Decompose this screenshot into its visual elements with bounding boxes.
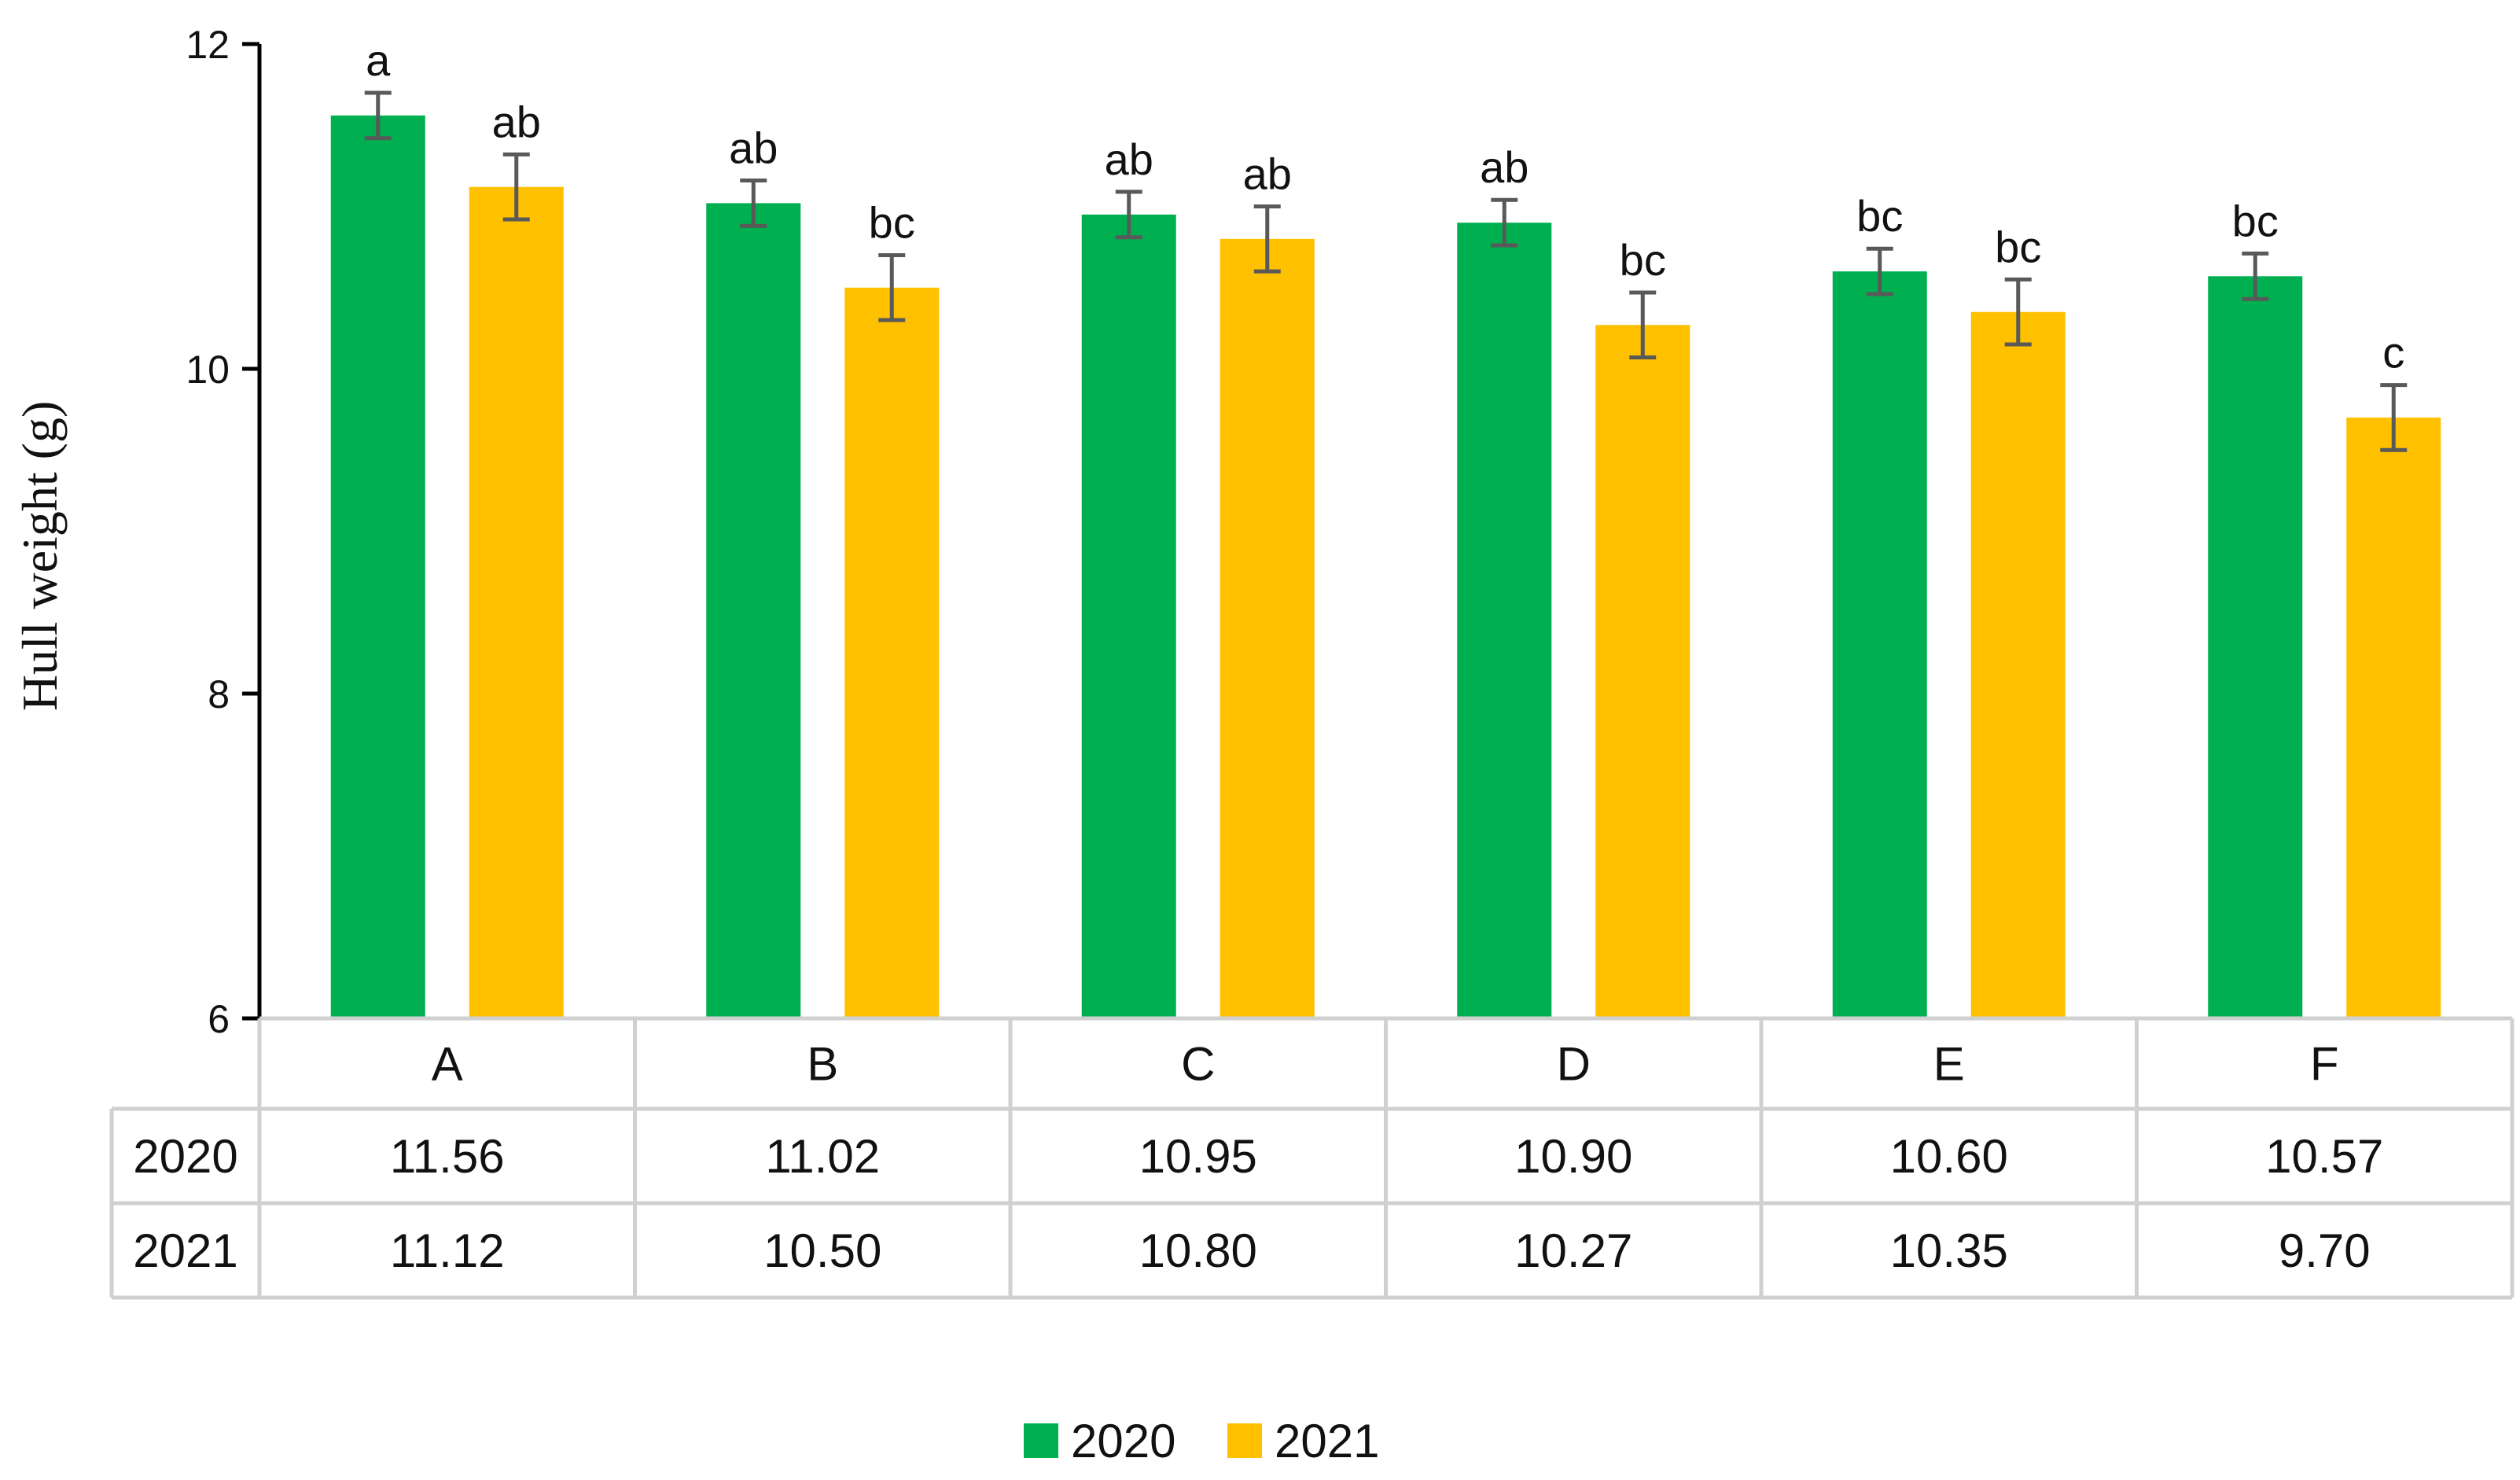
data-label: 11.02 [765, 1130, 880, 1183]
y-tick-label: 12 [186, 23, 230, 67]
significance-letter-2021-A: ab [492, 97, 541, 146]
bar-2021-B [844, 287, 940, 1018]
legend-label-2020: 2020 [1071, 1415, 1175, 1467]
data-label: 10.90 [1514, 1130, 1632, 1183]
bar-2021-A [469, 186, 564, 1019]
data-label: 10.57 [2265, 1130, 2383, 1183]
bars [330, 115, 2441, 1019]
data-table: A B C D E F 2020 11.56 11.02 10.95 10.90 10.60 10.57… [109, 1016, 2514, 1300]
x-tick-label: F [2310, 1038, 2339, 1091]
legend-swatch-2021 [1227, 1423, 1262, 1458]
data-label: 10.95 [1139, 1130, 1257, 1183]
y-axis: 6 8 10 12 [186, 23, 262, 1041]
bar-2020-F [2208, 276, 2303, 1018]
bar-2020-D [1457, 223, 1552, 1018]
significance-letter-2021-E: bc [1995, 222, 2041, 271]
legend-swatch-2020 [1024, 1423, 1058, 1458]
table-row-header: 2021 [133, 1224, 237, 1277]
y-axis-title: Hull weight (g) [12, 401, 68, 712]
data-label: 10.35 [1890, 1224, 2008, 1277]
legend-label-2021: 2021 [1275, 1415, 1379, 1467]
data-label: 11.56 [390, 1130, 505, 1183]
significance-letter-2021-C: ab [1243, 149, 1292, 199]
data-label: 10.60 [1890, 1130, 2008, 1183]
x-tick-label: C [1181, 1038, 1215, 1091]
bar-2021-E [1970, 311, 2066, 1019]
significance-letter-2021-F: c [2382, 328, 2404, 377]
bar-2020-E [1832, 271, 1927, 1019]
bar-2021-F [2346, 417, 2441, 1018]
significance-letter-2020-E: bc [1856, 191, 1903, 241]
significance-letter-2021-B: bc [869, 197, 915, 247]
table-row-header: 2020 [133, 1130, 237, 1183]
y-tick-label: 6 [208, 997, 230, 1041]
x-tick-label: B [807, 1038, 838, 1091]
x-tick-label: D [1557, 1038, 1591, 1091]
bar-2020-A [330, 115, 425, 1019]
x-tick-label: E [1933, 1038, 1965, 1091]
error-bars [364, 90, 2408, 452]
data-label: 9.70 [2279, 1224, 2371, 1277]
data-label: 11.12 [390, 1224, 505, 1277]
data-label: 10.50 [763, 1224, 881, 1277]
significance-letter-2020-C: ab [1105, 134, 1153, 184]
bar-2020-C [1081, 214, 1176, 1018]
significance-letter-2020-F: bc [2232, 196, 2279, 245]
significance-letter-2020-A: a [366, 35, 391, 85]
legend: 2020 2021 [1024, 1415, 1379, 1467]
bar-2021-D [1595, 325, 1690, 1018]
significance-letters: a ab ab bc ab ab ab bc bc bc bc c [366, 35, 2404, 377]
bar-2021-C [1220, 238, 1315, 1018]
data-label: 10.80 [1139, 1224, 1257, 1277]
x-tick-label: A [432, 1038, 463, 1091]
significance-letter-2020-B: ab [729, 123, 778, 172]
y-tick-label: 10 [186, 348, 230, 392]
significance-letter-2021-D: bc [1620, 235, 1666, 285]
data-label: 10.27 [1514, 1224, 1632, 1277]
significance-letter-2020-D: ab [1480, 142, 1529, 192]
bar-2020-B [706, 203, 801, 1018]
y-tick-label: 8 [208, 672, 230, 716]
